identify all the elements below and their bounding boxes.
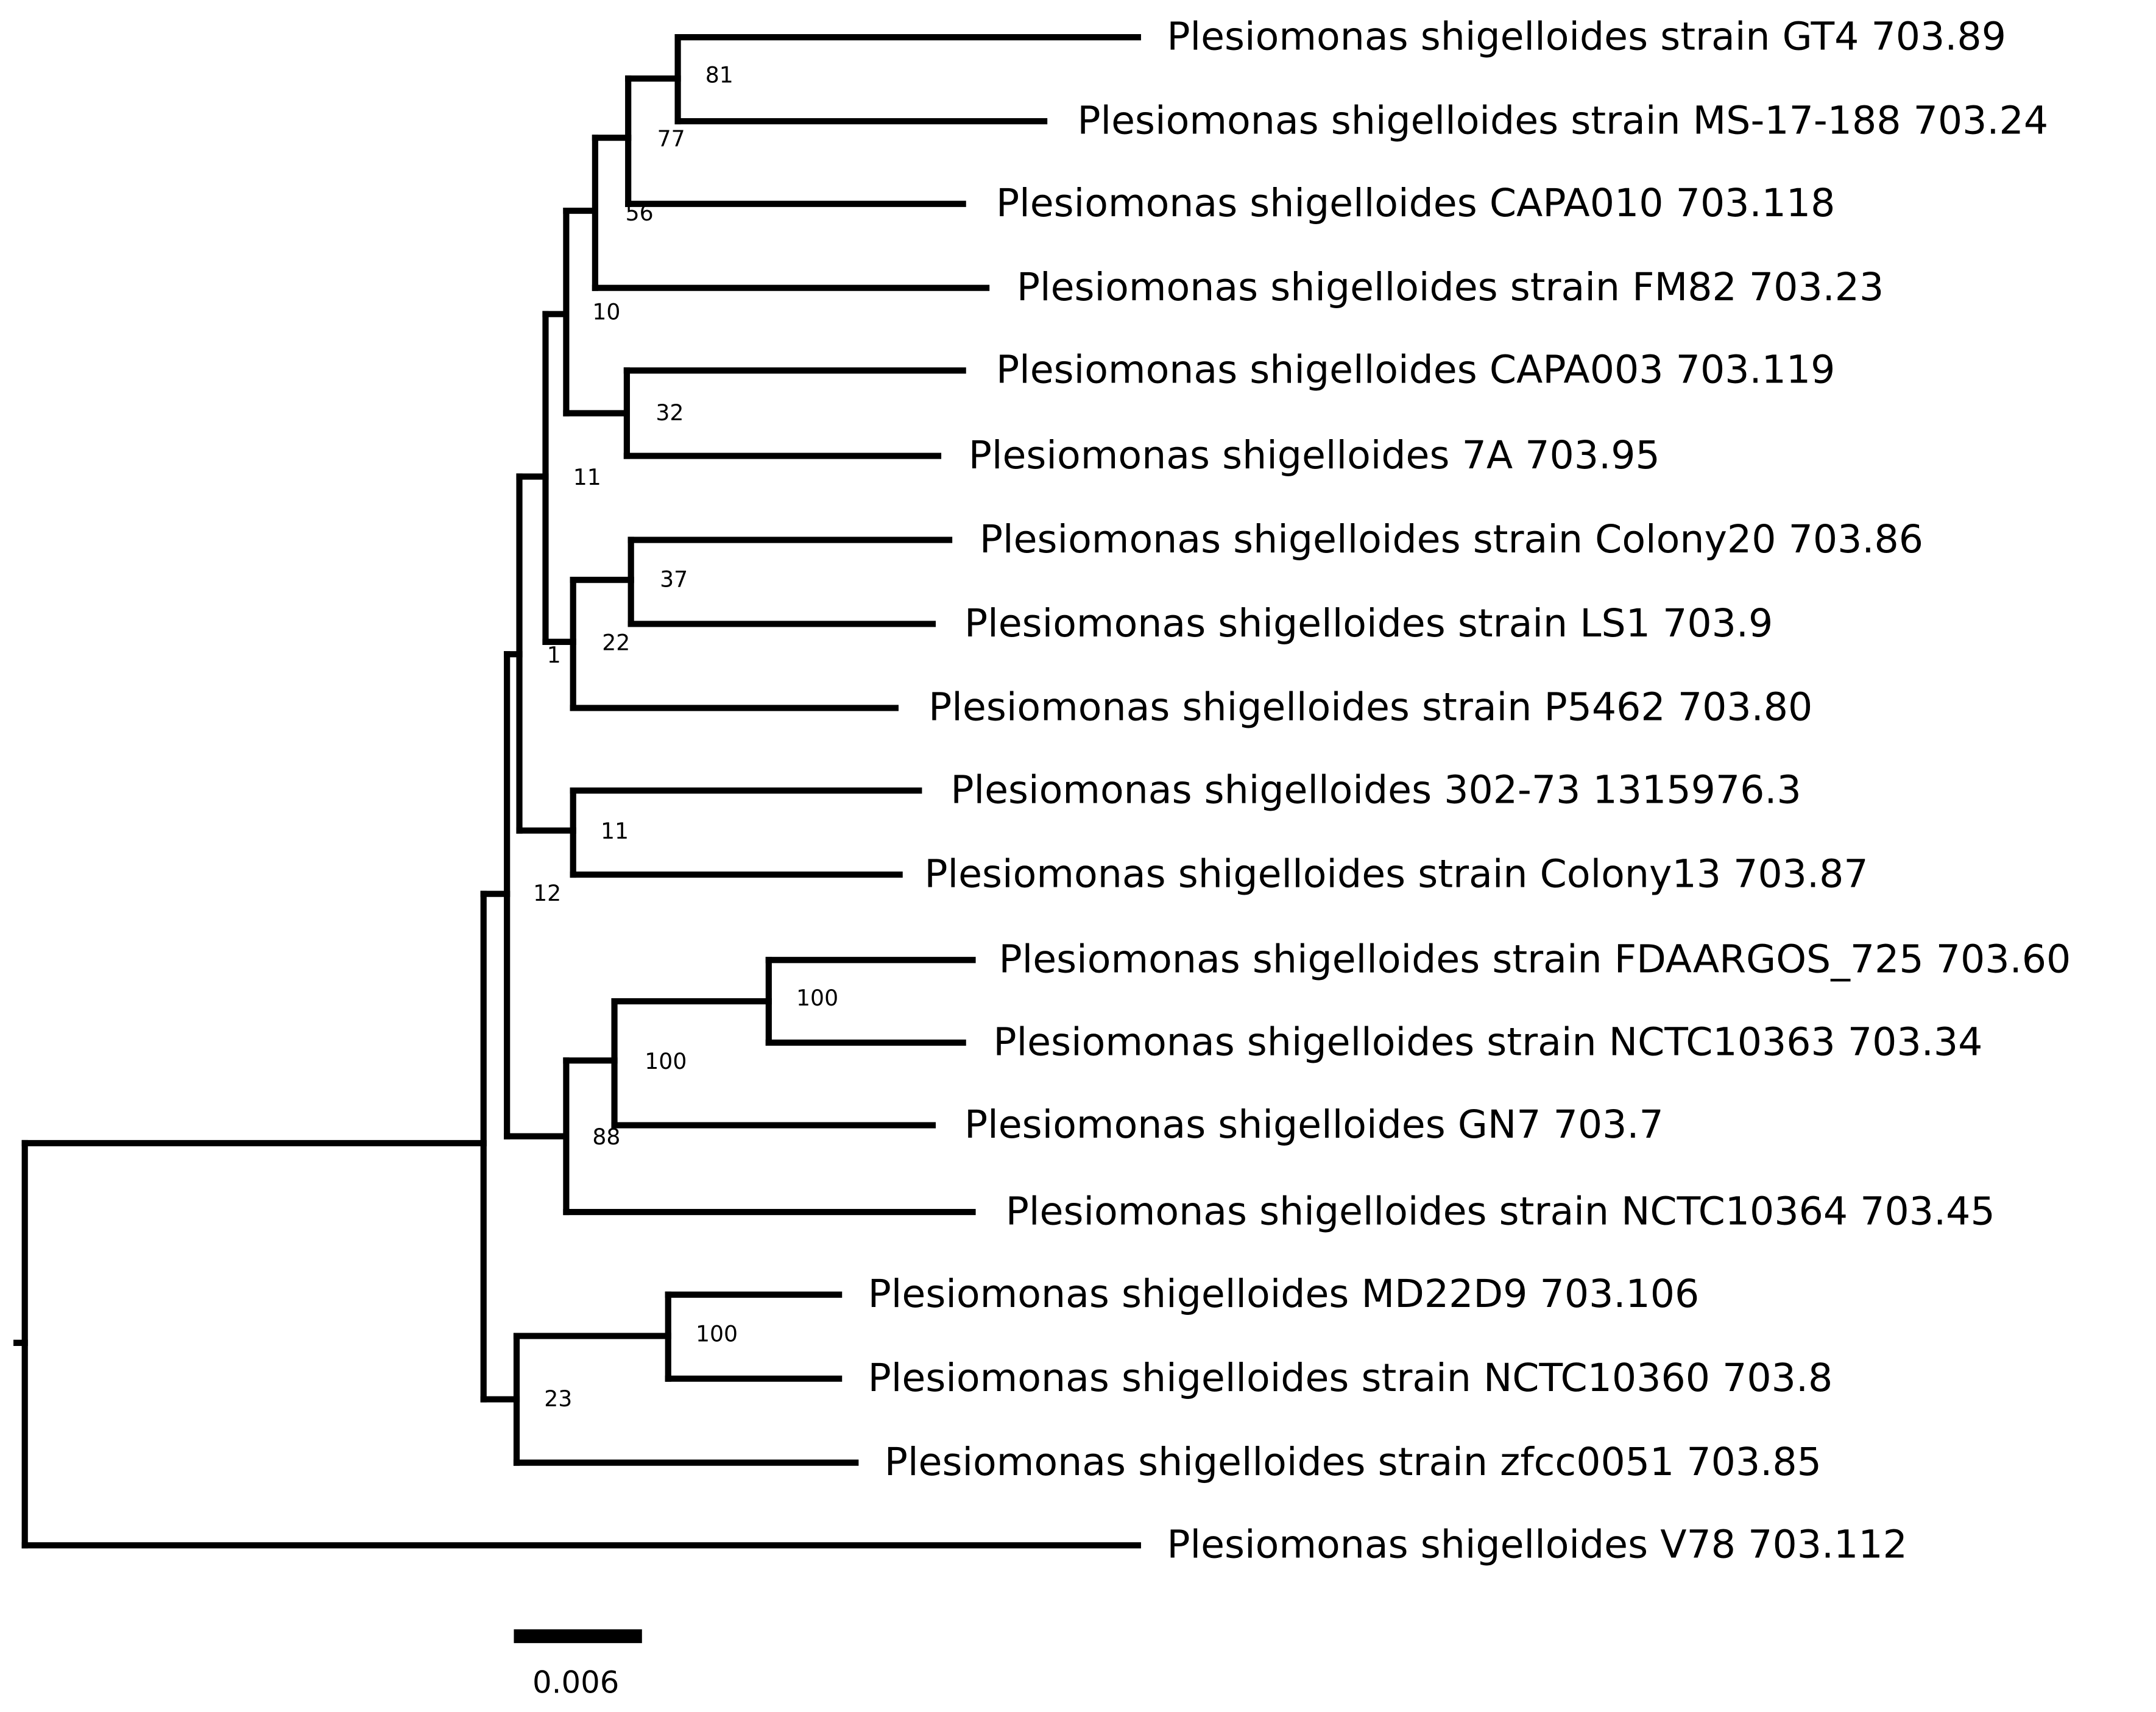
support-value-label: 88 bbox=[592, 1124, 620, 1150]
support-value-label: 11 bbox=[573, 464, 601, 490]
leaf-label: Plesiomonas shigelloides strain GT4 703.… bbox=[1167, 13, 2006, 58]
leaf-label: Plesiomonas shigelloides 7A 703.95 bbox=[969, 432, 1660, 477]
leaf-label: Plesiomonas shigelloides strain FDAARGOS… bbox=[998, 937, 2071, 982]
support-value-label: 22 bbox=[602, 629, 630, 655]
leaf-label: Plesiomonas shigelloides strain P5462 70… bbox=[928, 685, 1812, 730]
tree-branches bbox=[13, 34, 1141, 1549]
leaf-label: Plesiomonas shigelloides strain Colony13… bbox=[924, 851, 1868, 896]
support-value-label: 100 bbox=[696, 1321, 738, 1347]
leaf-label: Plesiomonas shigelloides strain zfcc0051… bbox=[885, 1439, 1822, 1484]
leaf-label: Plesiomonas shigelloides CAPA003 703.119 bbox=[996, 347, 1835, 392]
support-value-label: 81 bbox=[705, 62, 733, 88]
support-value-label: 32 bbox=[656, 400, 684, 426]
support-value-label: 100 bbox=[645, 1048, 687, 1074]
leaf-label: Plesiomonas shigelloides strain NCTC1036… bbox=[1006, 1188, 1995, 1233]
support-value-label: 10 bbox=[592, 299, 620, 325]
leaf-label: Plesiomonas shigelloides strain MS-17-18… bbox=[1077, 97, 2048, 143]
support-value-label: 11 bbox=[601, 818, 629, 844]
scale-bar-label: 0.006 bbox=[532, 1664, 619, 1700]
support-value-label: 77 bbox=[657, 125, 685, 152]
leaf-label: Plesiomonas shigelloides strain LS1 703.… bbox=[964, 601, 1773, 646]
support-value-label: 12 bbox=[533, 880, 561, 906]
support-value-label: 100 bbox=[796, 985, 838, 1011]
scale-bar: 0.006 bbox=[514, 1629, 642, 1700]
leaf-label: Plesiomonas shigelloides 302-73 1315976.… bbox=[950, 767, 1801, 812]
leaf-label: Plesiomonas shigelloides strain Colony20… bbox=[980, 516, 1923, 562]
leaf-label: Plesiomonas shigelloides strain FM82 703… bbox=[1017, 264, 1884, 309]
leaf-labels: Plesiomonas shigelloides strain GT4 703.… bbox=[868, 13, 2071, 1566]
support-value-label: 23 bbox=[544, 1386, 572, 1412]
support-value-label: 37 bbox=[660, 566, 688, 592]
leaf-label: Plesiomonas shigelloides CAPA010 703.118 bbox=[996, 180, 1835, 225]
leaf-label: Plesiomonas shigelloides MD22D9 703.106 bbox=[868, 1271, 1700, 1316]
leaf-label: Plesiomonas shigelloides V78 703.112 bbox=[1167, 1522, 1907, 1567]
support-value-label: 1 bbox=[547, 642, 561, 668]
leaf-label: Plesiomonas shigelloides strain NCTC1036… bbox=[868, 1355, 1833, 1400]
leaf-label: Plesiomonas shigelloides strain NCTC1036… bbox=[993, 1019, 1982, 1064]
support-value-label: 56 bbox=[626, 200, 654, 226]
leaf-label: Plesiomonas shigelloides GN7 703.7 bbox=[964, 1102, 1664, 1147]
